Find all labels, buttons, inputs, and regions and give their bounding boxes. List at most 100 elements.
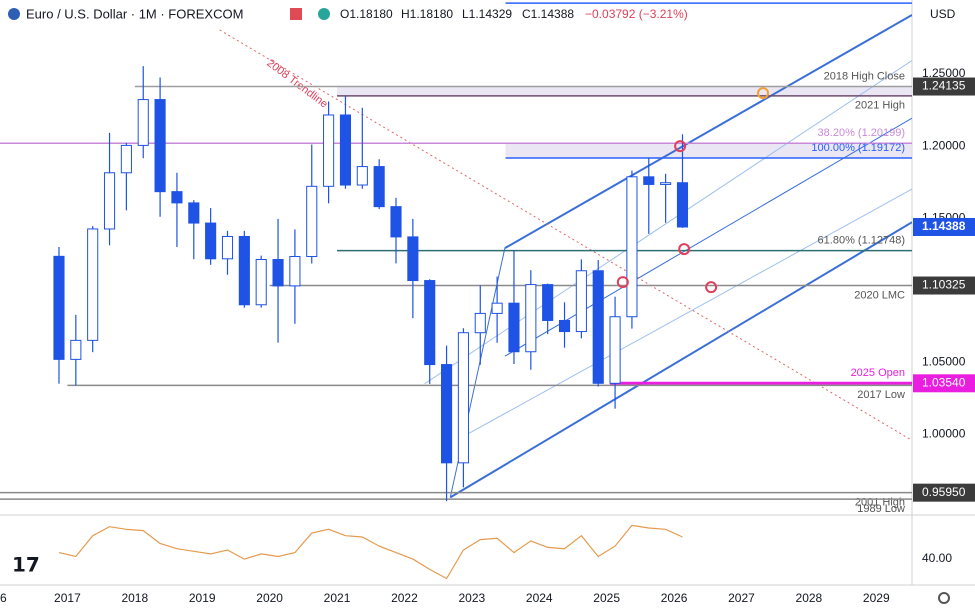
candle-body bbox=[626, 176, 638, 318]
last-price-label: 1.14388 bbox=[922, 219, 966, 233]
symbol-icon bbox=[8, 8, 20, 20]
candle-body bbox=[609, 316, 621, 384]
level-label: 2018 High Close bbox=[824, 70, 905, 82]
marker bbox=[674, 140, 687, 153]
currency: USD bbox=[930, 7, 956, 21]
price-tag-label: 1.03540 bbox=[922, 375, 966, 389]
candle-body bbox=[120, 144, 132, 174]
candle-body bbox=[70, 339, 82, 360]
x-tick-label: 2017 bbox=[54, 591, 81, 605]
candle-body bbox=[323, 114, 335, 187]
x-tick-label: 2026 bbox=[661, 591, 688, 605]
trend-line bbox=[449, 221, 912, 499]
x-tick-label: 2025 bbox=[593, 591, 620, 605]
flag-icon[interactable] bbox=[290, 8, 302, 20]
candle-body bbox=[306, 185, 318, 257]
level-label: 61.80% (1.12748) bbox=[818, 235, 905, 247]
x-tick-label: 2023 bbox=[458, 591, 485, 605]
status-icon bbox=[318, 8, 330, 20]
x-tick-label: 2022 bbox=[391, 591, 418, 605]
level-label: 2020 LMC bbox=[854, 289, 905, 301]
price-tag-label: 0.95950 bbox=[922, 485, 966, 499]
candle-body bbox=[592, 270, 604, 384]
candle-body bbox=[255, 259, 267, 306]
settings-icon[interactable] bbox=[938, 592, 950, 604]
candle-body bbox=[221, 235, 234, 260]
candle-body bbox=[87, 228, 99, 341]
y-tick-label: 1.05000 bbox=[922, 354, 966, 368]
x-tick-label: 2028 bbox=[796, 591, 823, 605]
candle-body bbox=[188, 202, 200, 224]
candle-body bbox=[205, 222, 217, 260]
candle-body bbox=[441, 364, 453, 464]
candle-body bbox=[373, 166, 385, 208]
x-tick-label: 2024 bbox=[526, 591, 553, 605]
candle-body bbox=[474, 312, 486, 334]
y-tick-label: 1.25000 bbox=[922, 66, 966, 80]
ohlc-low: L1.14329 bbox=[462, 7, 512, 21]
x-tick-label: 16 bbox=[0, 591, 7, 605]
candle-body bbox=[137, 99, 149, 146]
logo: 𝟭𝟳 bbox=[12, 554, 40, 576]
trend-line bbox=[464, 188, 912, 436]
ohlc-change: −0.03792 (−3.21%) bbox=[585, 7, 688, 21]
rsi-line bbox=[58, 524, 683, 580]
candle-body bbox=[103, 172, 116, 230]
last-price-tag bbox=[913, 217, 975, 236]
x-tick-label: 2021 bbox=[324, 591, 351, 605]
trend-line bbox=[219, 29, 912, 441]
candle-body bbox=[339, 114, 352, 186]
trend-line bbox=[504, 14, 912, 250]
y-tick-label: 1.00000 bbox=[922, 426, 966, 440]
candle-body bbox=[676, 182, 689, 228]
candle-body bbox=[508, 302, 520, 353]
candle-body bbox=[407, 236, 419, 282]
price-tag bbox=[913, 483, 975, 502]
x-tick-label: 2029 bbox=[863, 591, 890, 605]
candle-body bbox=[542, 284, 554, 321]
level-label: 2017 Low bbox=[857, 389, 905, 401]
price-tag bbox=[913, 374, 975, 393]
marker bbox=[616, 276, 629, 289]
level-label: 1989 Low bbox=[857, 503, 905, 515]
level-label: 38.20% (1.20199) bbox=[818, 127, 905, 139]
level-label: 2021 High bbox=[855, 100, 905, 112]
ohlc-close: C1.14388 bbox=[522, 7, 574, 21]
candle-body bbox=[491, 302, 503, 314]
rsi-tick-label: 40.00 bbox=[922, 551, 952, 565]
marker bbox=[757, 87, 770, 100]
x-tick-label: 2027 bbox=[728, 591, 755, 605]
candle-body bbox=[424, 280, 436, 366]
price-tag-label: 1.10325 bbox=[922, 278, 966, 292]
candle-body bbox=[356, 166, 368, 186]
candle-body bbox=[457, 332, 469, 464]
candle-body bbox=[575, 270, 587, 333]
candle-body bbox=[289, 255, 301, 287]
candle-body bbox=[53, 255, 65, 360]
marker bbox=[678, 243, 691, 256]
x-tick-label: 2020 bbox=[256, 591, 283, 605]
price-tag-label: 1.24135 bbox=[922, 79, 966, 93]
ohlc-open: O1.18180 bbox=[340, 7, 393, 21]
level-label: 100.00% (1.19172) bbox=[811, 142, 905, 154]
ohlc-high: H1.18180 bbox=[401, 7, 453, 21]
price-tag bbox=[913, 77, 975, 96]
candle-body bbox=[154, 99, 166, 193]
candle-body bbox=[558, 319, 571, 333]
symbol: Euro / U.S. Dollar · 1M · FOREXCOM bbox=[26, 6, 243, 21]
price-tag bbox=[913, 276, 975, 295]
candle-body bbox=[238, 235, 250, 306]
trend-line bbox=[424, 60, 912, 385]
candle-body bbox=[390, 206, 402, 238]
marker bbox=[705, 281, 718, 294]
y-tick-label: 1.20000 bbox=[922, 138, 966, 152]
candle-body bbox=[660, 182, 672, 185]
zone bbox=[337, 86, 913, 96]
x-tick-label: 2018 bbox=[121, 591, 148, 605]
candle-body bbox=[272, 259, 284, 287]
x-tick-label: 2019 bbox=[189, 591, 216, 605]
candle-body bbox=[525, 284, 537, 353]
candle-body bbox=[171, 191, 183, 204]
zone bbox=[505, 143, 912, 159]
